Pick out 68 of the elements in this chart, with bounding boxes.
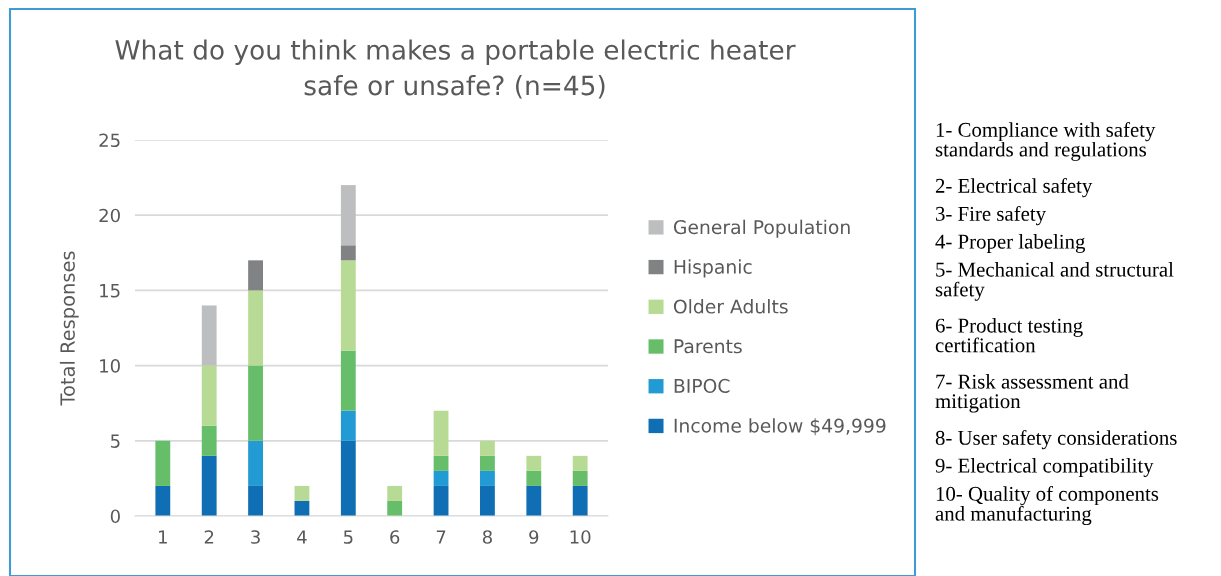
bar	[248, 260, 263, 291]
bar	[248, 440, 263, 486]
legend-label: Hispanic	[674, 259, 752, 278]
text: 5- Mechanical and structural safety	[935, 262, 1174, 301]
x-tick-label: 6	[390, 530, 400, 544]
bar	[526, 485, 542, 516]
y-tick-label: 5	[111, 434, 120, 448]
bar	[480, 470, 495, 486]
bar	[340, 410, 356, 441]
bar	[433, 410, 449, 456]
text: 2- Electrical safety	[935, 178, 1093, 198]
bar	[433, 485, 449, 516]
text: 7- Risk assessment and mitigation	[935, 374, 1129, 413]
bar	[433, 470, 449, 486]
bar	[572, 470, 588, 486]
bar	[572, 455, 588, 471]
bar	[480, 440, 495, 456]
bar	[248, 290, 263, 366]
legend-label: Parents	[674, 339, 742, 354]
bar	[340, 185, 356, 246]
x-tick-label: 1	[159, 530, 167, 544]
x-tick-label: 9	[529, 530, 539, 544]
x-tick-label: 8	[482, 530, 492, 544]
bar	[248, 365, 263, 441]
x-tick-label: 3	[251, 530, 260, 544]
x-tick-label: 10	[570, 530, 591, 544]
bar	[201, 305, 217, 366]
bar	[294, 485, 310, 501]
x-tick-label: 4	[297, 530, 307, 544]
bar	[526, 470, 542, 486]
bar	[480, 455, 495, 471]
legend-label: General Population	[673, 219, 850, 238]
x-tick-label: 2	[204, 530, 214, 544]
text: 6- Product testing certification	[935, 318, 1083, 353]
bar	[340, 350, 356, 411]
legend-label: BIPOC	[674, 378, 730, 393]
chart-title: What do you think makes a portable electric heater safe or unsafe? (n=45)	[115, 39, 796, 99]
y-axis-title: Total Responses	[59, 251, 79, 406]
bar	[526, 455, 542, 471]
bar	[480, 485, 495, 516]
bar	[201, 455, 217, 516]
bar	[155, 440, 171, 486]
y-tick-label: 15	[100, 284, 120, 298]
y-tick-label: 10	[100, 359, 120, 373]
text: 4- Proper labeling	[935, 234, 1086, 253]
bar	[340, 245, 356, 261]
bar	[387, 485, 403, 501]
text: 9- Electrical compatibility	[935, 458, 1154, 477]
y-tick-label: 20	[99, 208, 120, 223]
bar	[387, 500, 403, 516]
text: 10- Quality of components and manufacturing	[935, 486, 1159, 526]
y-tick-label: 25	[99, 133, 120, 148]
bar	[572, 485, 588, 516]
text: 3- Fire safety	[936, 206, 1046, 226]
bar	[155, 485, 171, 516]
bar	[248, 485, 263, 516]
text: 8- User safety considerations	[935, 430, 1177, 450]
y-tick-label: 0	[110, 509, 120, 524]
bar	[201, 425, 217, 456]
bar	[340, 260, 356, 351]
x-tick-label: 5	[343, 530, 353, 544]
bar	[340, 440, 356, 516]
legend-label: Older Adults	[673, 299, 788, 314]
x-tick-label: 7	[436, 530, 446, 544]
legend-label: Income below $49,999	[674, 418, 886, 436]
bar	[433, 455, 449, 471]
text: 1- Compliance with safety standards and regulations	[935, 122, 1156, 161]
bar	[201, 365, 217, 426]
